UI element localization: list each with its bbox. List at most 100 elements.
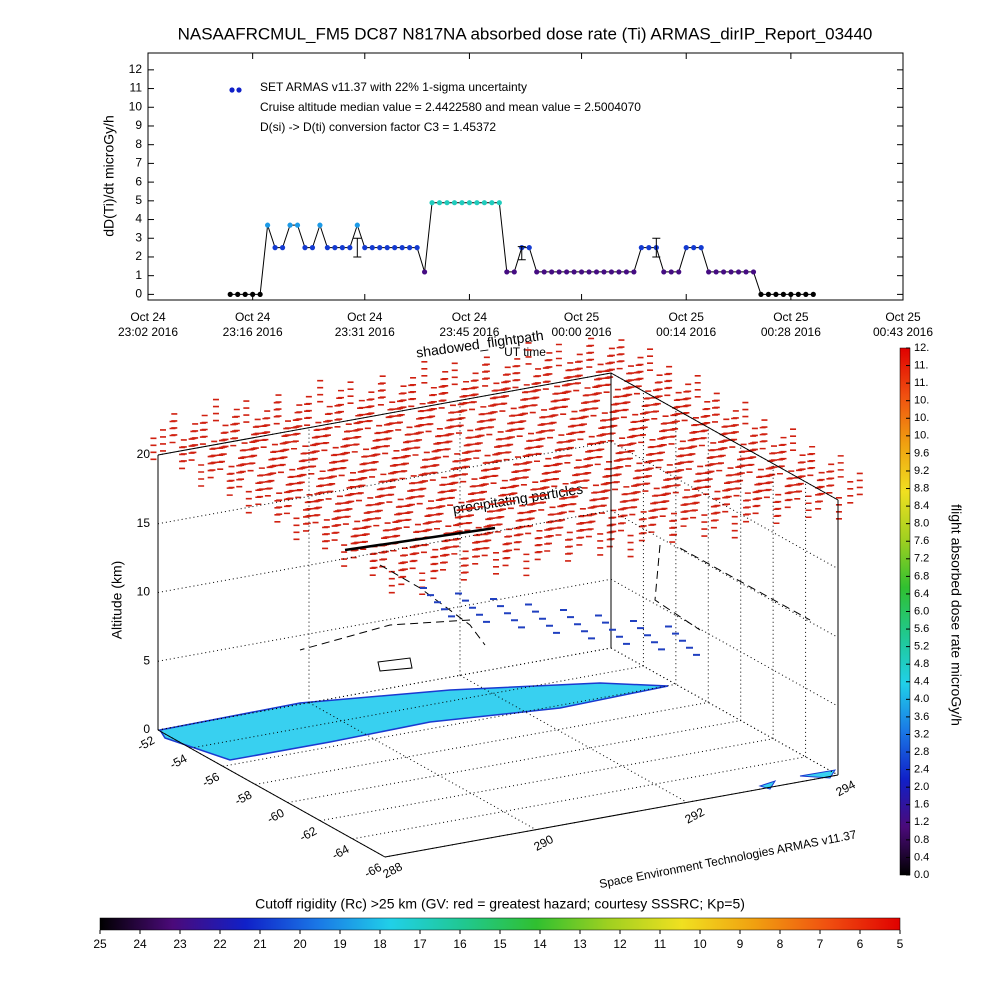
grid-line (308, 702, 537, 831)
error-bar (517, 246, 526, 261)
axis-line (610, 372, 839, 501)
data-point (773, 291, 779, 297)
data-point (803, 291, 809, 297)
colorbar-tick-label: 0.4 (914, 851, 929, 863)
colorbar-tick-label: 20 (293, 937, 307, 951)
chart-title: NASAAFRCMUL_FM5 DC87 N817NA absorbed dos… (178, 24, 873, 43)
y-tick-label: 292 (682, 805, 707, 827)
colorbar-tick-label: 19 (333, 937, 347, 951)
colorbar-tick-label: 8.0 (914, 518, 929, 530)
grid-line (320, 738, 774, 822)
flight-track (299, 544, 811, 651)
data-point (676, 269, 682, 275)
data-point (279, 245, 286, 251)
data-point (564, 269, 570, 275)
y-tick-label: 290 (531, 832, 556, 854)
x-axis-label: UT time (504, 345, 546, 359)
colorbar-tick-label: 6 (857, 937, 864, 951)
data-point (578, 269, 585, 275)
data-point (706, 269, 712, 275)
grid-line (255, 701, 709, 785)
x-tick-label: Oct 24 (235, 310, 271, 324)
data-point (339, 245, 345, 251)
data-point (743, 269, 749, 275)
data-point (451, 200, 458, 206)
data-point (309, 245, 316, 251)
data-point (683, 245, 689, 251)
data-point (302, 245, 308, 251)
x-tick-label: -54 (167, 751, 189, 772)
data-point (623, 269, 630, 275)
x-tick-label: Oct 25 (885, 310, 921, 324)
colorbar-tick-label: 12. (914, 342, 929, 354)
data-point (765, 291, 772, 297)
colorbar-tick-label: 10. (914, 395, 929, 407)
annotation: D(si) -> D(ti) conversion factor C3 = 1.… (260, 120, 496, 134)
flight-track (344, 526, 496, 552)
data-point (758, 291, 764, 297)
colorbar-tick-label: 22 (213, 937, 227, 951)
y-tick-label: 9 (135, 118, 142, 132)
colorbar-tick-label: 9.2 (914, 465, 929, 477)
data-point (593, 269, 600, 275)
colorbar-tick-label: 4.4 (914, 676, 929, 688)
z-tick-label: 15 (137, 516, 151, 530)
data-point (377, 245, 383, 251)
colorbar-tick-label: 21 (253, 937, 267, 951)
colorbar-tick-label: 11. (914, 359, 928, 371)
x-tick-label: Oct 24 (347, 310, 383, 324)
data-point (235, 291, 241, 297)
y-tick-label: 4 (135, 212, 142, 226)
y-tick-label: 12 (129, 62, 143, 76)
x-tick-label: -64 (330, 842, 352, 863)
legend-marker (229, 87, 235, 93)
data-point (436, 200, 443, 206)
colorbar-tick-label: 8.8 (914, 482, 929, 494)
x-tick-label: 00:14 2016 (656, 325, 716, 339)
y-tick-label: 3 (135, 230, 142, 244)
colorbar-tick-label: 2.0 (914, 781, 929, 793)
data-point (586, 269, 592, 275)
y-tick-label: 5 (135, 193, 142, 207)
x-tick-label: 00:28 2016 (761, 325, 821, 339)
colorbar-tick-label: 24 (133, 937, 147, 951)
x-tick-label: Oct 25 (564, 310, 600, 324)
colorbar-tick-label: 0.8 (914, 834, 929, 846)
data-point (795, 291, 801, 297)
x-tick-label: Oct 25 (669, 310, 705, 324)
data-point (444, 200, 450, 206)
grid-line (459, 674, 688, 803)
plot-frame (147, 52, 904, 301)
colorbar-tick-label: 1.2 (914, 816, 929, 828)
y-tick-label: 288 (380, 859, 405, 881)
data-point (272, 245, 278, 251)
y-tick-label: 294 (833, 777, 858, 799)
data-point (414, 245, 420, 251)
grid-line (190, 665, 644, 749)
data-point (317, 222, 323, 228)
colorbar-tick-label: 2.4 (914, 764, 929, 776)
colorbar-tick-label: 7 (817, 937, 824, 951)
data-point (713, 269, 719, 275)
colorbar-tick-label: 12 (613, 937, 627, 951)
x-tick-label: 23:31 2016 (335, 325, 395, 339)
y-tick-label: 0 (135, 287, 142, 301)
grid-line (610, 578, 839, 707)
colorbar-tick-label: 15 (493, 937, 507, 951)
grid-line (287, 720, 741, 804)
data-point (504, 269, 510, 275)
colorbar-tick-label: 11 (654, 937, 667, 951)
data-point (750, 269, 757, 275)
data-point (691, 245, 697, 251)
grid-line (157, 510, 612, 593)
data-point (511, 269, 517, 275)
legend-marker (236, 87, 242, 93)
x-tick-label: 23:16 2016 (223, 325, 283, 339)
flight-dose (420, 587, 700, 656)
data-point (728, 269, 734, 275)
y-tick-label: 10 (129, 99, 143, 113)
colorbar-tick-label: 8.4 (914, 500, 929, 512)
data-point (720, 269, 727, 275)
colorbar-tick-label: 1.6 (914, 799, 929, 811)
data-point (459, 200, 465, 206)
